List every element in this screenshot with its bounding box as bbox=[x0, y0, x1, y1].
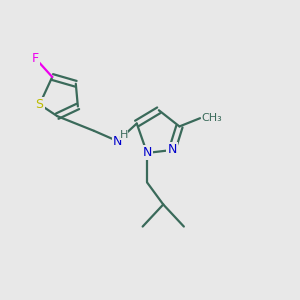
Text: H: H bbox=[120, 130, 128, 140]
Text: N: N bbox=[142, 146, 152, 159]
Text: N: N bbox=[113, 135, 122, 148]
Text: F: F bbox=[32, 52, 39, 65]
Text: CH₃: CH₃ bbox=[201, 113, 222, 123]
Text: S: S bbox=[36, 98, 43, 111]
Text: N: N bbox=[167, 143, 177, 157]
